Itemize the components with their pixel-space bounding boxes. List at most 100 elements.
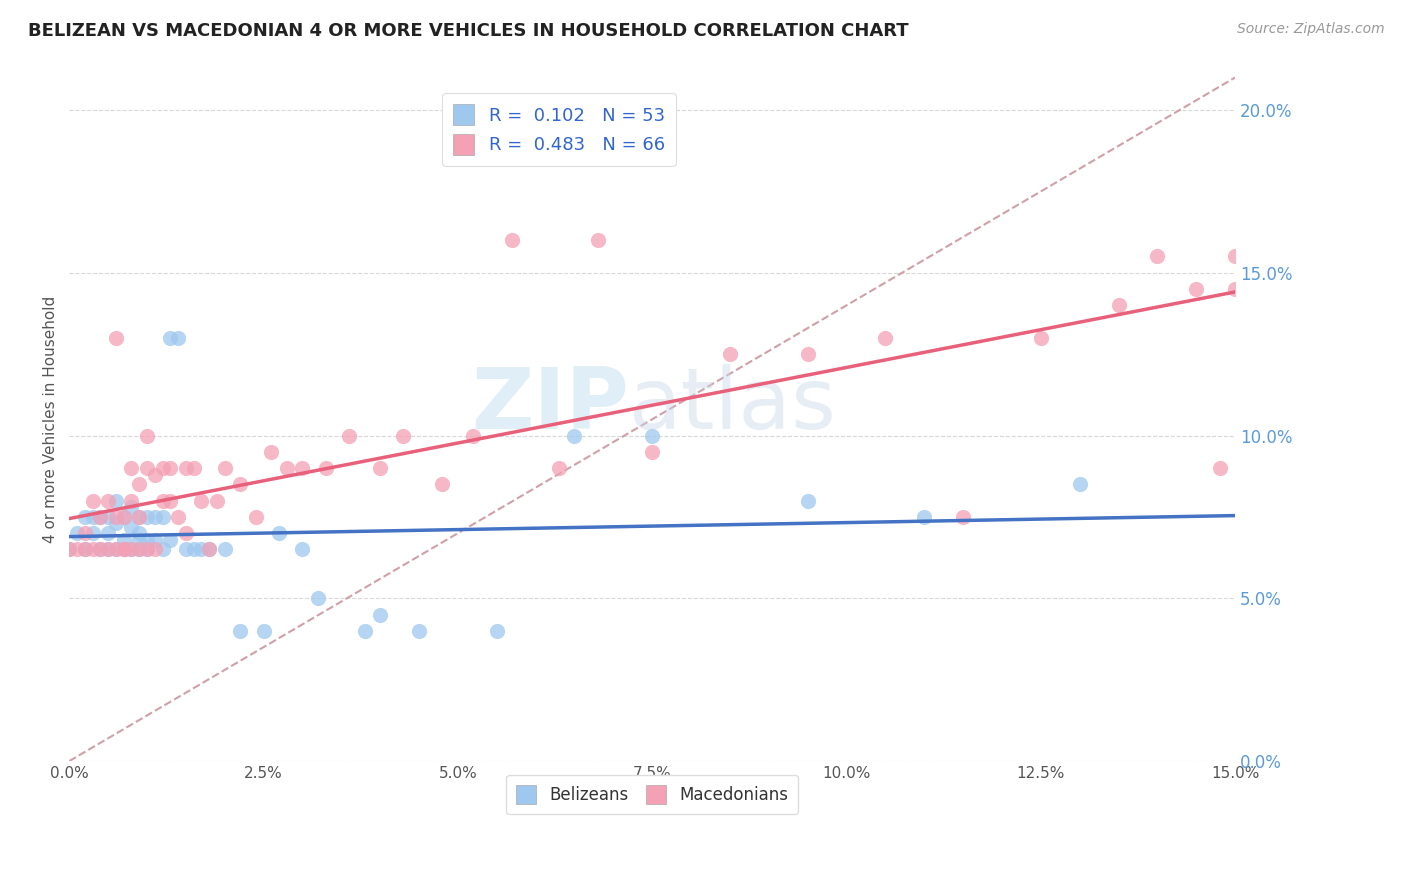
Point (245, 510, 267, 524)
Point (143, 542, 166, 557)
Point (143, 533, 166, 547)
Point (167, 331, 190, 345)
Point (1225, 250, 1247, 264)
Point (128, 510, 150, 524)
Point (97, 526, 120, 541)
Point (136, 542, 159, 557)
Point (167, 510, 190, 524)
Point (82, 542, 104, 557)
Point (82, 526, 104, 541)
Point (1108, 298, 1130, 312)
Point (260, 445, 283, 459)
Point (97, 542, 120, 557)
Point (485, 624, 508, 638)
Point (432, 477, 454, 491)
Point (97, 493, 120, 508)
Point (82, 510, 104, 524)
Point (548, 461, 571, 475)
Point (152, 542, 174, 557)
Point (718, 347, 741, 361)
Point (315, 461, 337, 475)
Point (73, 542, 96, 557)
Y-axis label: 4 or more Vehicles in Household: 4 or more Vehicles in Household (44, 295, 58, 543)
Point (159, 331, 181, 345)
Point (174, 461, 197, 475)
Point (408, 624, 430, 638)
Point (136, 510, 159, 524)
Point (128, 542, 150, 557)
Point (104, 516, 127, 531)
Text: BELIZEAN VS MACEDONIAN 4 OR MORE VEHICLES IN HOUSEHOLD CORRELATION CHART: BELIZEAN VS MACEDONIAN 4 OR MORE VEHICLE… (28, 22, 908, 40)
Point (1185, 282, 1208, 296)
Point (159, 533, 181, 547)
Point (1146, 250, 1168, 264)
Point (307, 591, 329, 606)
Point (269, 526, 291, 541)
Point (136, 461, 159, 475)
Point (641, 445, 664, 459)
Point (183, 542, 205, 557)
Point (120, 493, 142, 508)
Point (229, 477, 252, 491)
Point (120, 500, 142, 515)
Point (128, 510, 150, 524)
Point (136, 428, 159, 442)
Point (89, 542, 111, 557)
Point (152, 461, 174, 475)
Point (136, 533, 159, 547)
Point (1225, 282, 1247, 296)
Point (66, 526, 89, 541)
Point (143, 467, 166, 482)
Point (128, 526, 150, 541)
Point (97, 510, 120, 524)
Point (564, 428, 586, 442)
Point (128, 533, 150, 547)
Point (152, 493, 174, 508)
Legend: Belizeans, Macedonians: Belizeans, Macedonians (506, 775, 799, 814)
Point (89, 510, 111, 524)
Point (73, 542, 96, 557)
Point (1208, 461, 1230, 475)
Point (875, 331, 897, 345)
Point (159, 461, 181, 475)
Point (392, 428, 415, 442)
Point (89, 510, 111, 524)
Point (1240, 233, 1263, 247)
Point (368, 607, 391, 622)
Point (136, 542, 159, 557)
Point (586, 233, 609, 247)
Point (190, 493, 212, 508)
Point (229, 624, 252, 638)
Point (159, 493, 181, 508)
Point (112, 542, 135, 557)
Point (104, 331, 127, 345)
Point (112, 542, 135, 557)
Point (73, 526, 96, 541)
Point (104, 542, 127, 557)
Point (337, 428, 360, 442)
Text: atlas: atlas (628, 364, 837, 447)
Point (952, 510, 974, 524)
Point (368, 461, 391, 475)
Point (1029, 331, 1052, 345)
Point (205, 493, 228, 508)
Point (252, 624, 274, 638)
Point (291, 542, 314, 557)
Point (112, 510, 135, 524)
Point (104, 542, 127, 557)
Point (183, 461, 205, 475)
Point (128, 542, 150, 557)
Point (97, 542, 120, 557)
Point (214, 461, 236, 475)
Point (112, 510, 135, 524)
Point (112, 533, 135, 547)
Point (641, 428, 664, 442)
Point (152, 510, 174, 524)
Point (58, 542, 80, 557)
Point (89, 542, 111, 557)
Point (198, 542, 221, 557)
Point (66, 542, 89, 557)
Point (120, 542, 142, 557)
Point (58, 542, 80, 557)
Point (796, 493, 818, 508)
